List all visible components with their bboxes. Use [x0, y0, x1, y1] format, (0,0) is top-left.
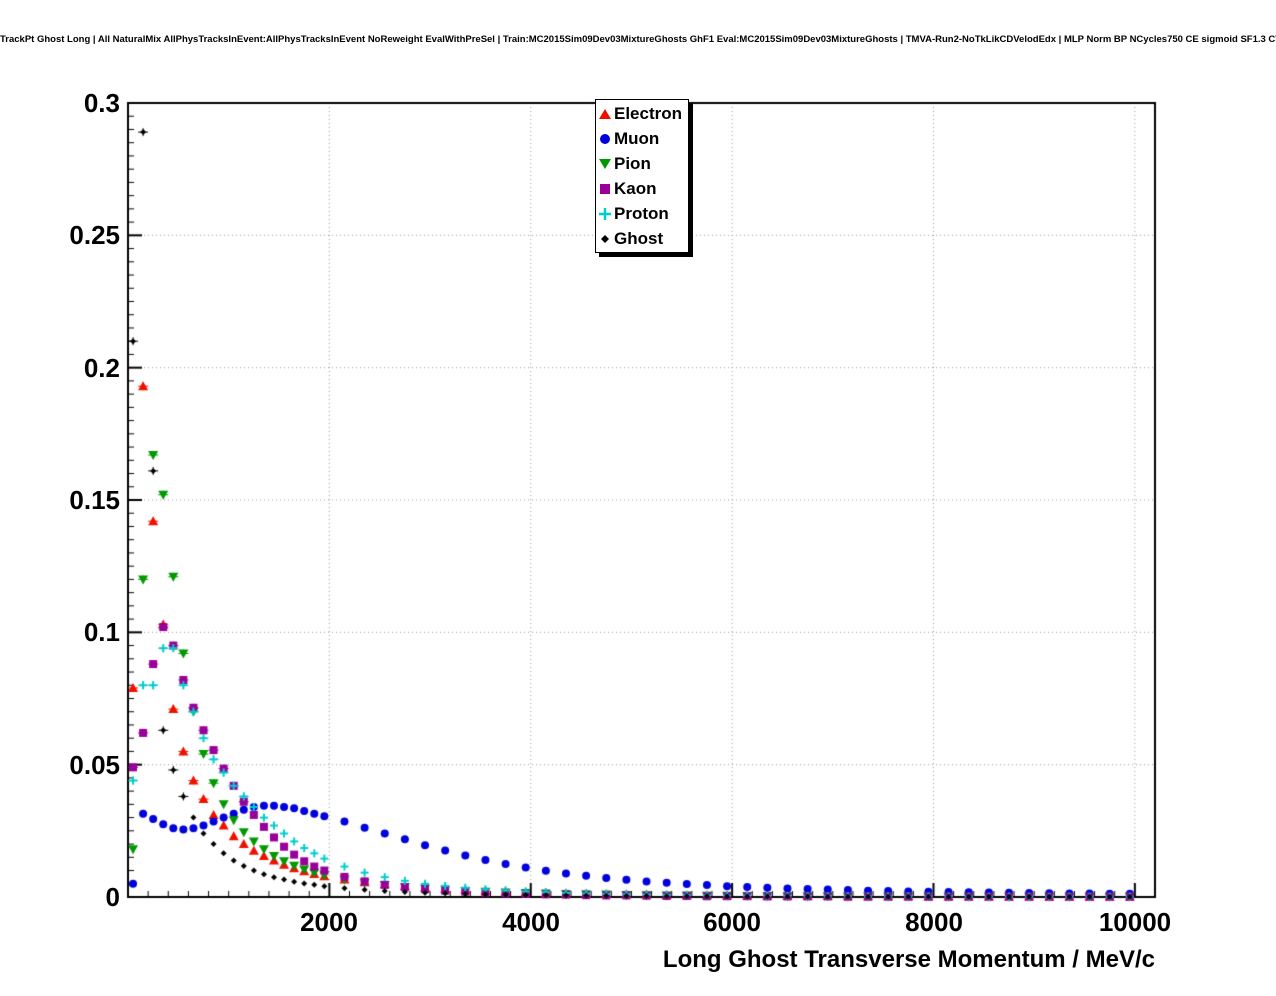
legend-label: Electron — [614, 103, 683, 123]
x-tick-label: 4000 — [502, 907, 560, 937]
y-tick-label: 0.15 — [69, 485, 120, 515]
legend-label: Proton — [614, 203, 669, 223]
legend-entry-ghost: Ghost — [596, 226, 688, 251]
electron-triangle-up-marker-icon — [599, 108, 611, 119]
x-tick-label: 8000 — [905, 907, 963, 937]
y-tick-label: 0 — [105, 882, 120, 912]
legend-label: Ghost — [614, 228, 664, 248]
legend-entry-pion: Pion — [596, 151, 688, 176]
x-tick-label: 10000 — [1098, 907, 1172, 937]
legend-entry-muon: Muon — [596, 126, 688, 151]
legend-entry-electron: Electron — [596, 101, 688, 126]
muon-circle-marker-icon — [600, 133, 610, 144]
x-tick-label: 6000 — [703, 907, 761, 937]
y-tick-label: 0.1 — [83, 617, 120, 647]
x-tick-label: 2000 — [300, 907, 358, 937]
ghost-diamond-marker-icon — [601, 234, 609, 243]
legend-label: Muon — [614, 128, 660, 148]
legend: Electron Muon Pion Kaon Proton — [595, 99, 689, 253]
pion-triangle-down-marker-icon — [599, 158, 611, 169]
legend-label: Kaon — [614, 178, 657, 198]
y-tick-label: 0.3 — [83, 88, 120, 118]
kaon-square-marker-icon — [600, 183, 610, 194]
proton-cross-marker-icon — [599, 207, 611, 220]
legend-entry-proton: Proton — [596, 201, 688, 226]
legend-label: Pion — [614, 153, 651, 173]
legend-entry-kaon: Kaon — [596, 176, 688, 201]
y-tick-label: 0.25 — [69, 220, 120, 250]
y-tick-label: 0.2 — [83, 353, 120, 383]
y-tick-label: 0.05 — [69, 750, 120, 780]
x-axis-title: Long Ghost Transverse Momentum / MeV/c — [662, 946, 1155, 973]
